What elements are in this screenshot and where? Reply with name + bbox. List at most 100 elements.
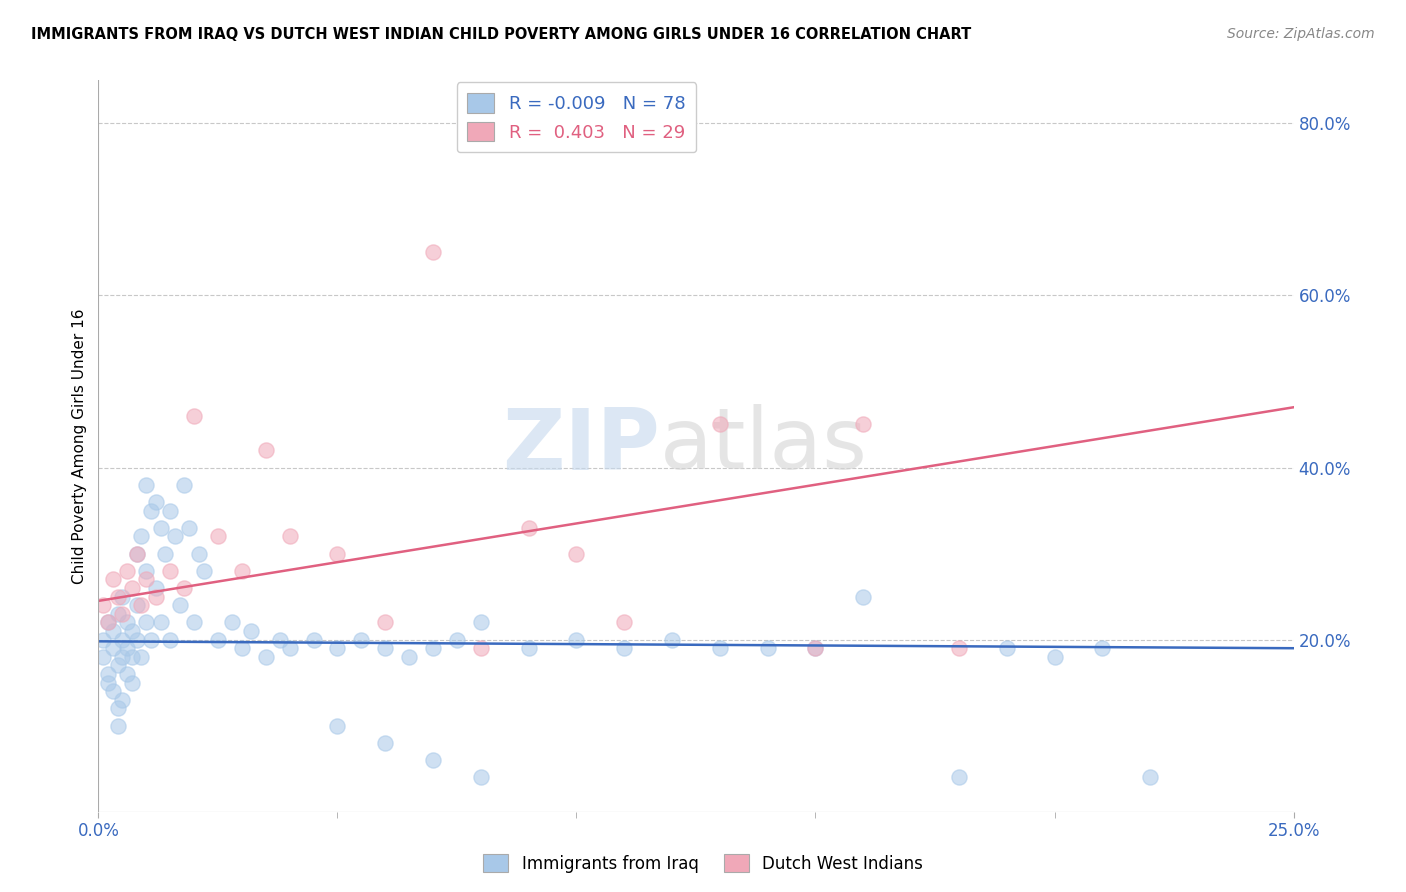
Point	[101, 641, 124, 656]
Point	[111, 649, 134, 664]
Point	[470, 615, 492, 630]
Point	[269, 632, 291, 647]
Point	[350, 632, 373, 647]
Point	[139, 632, 162, 647]
Point	[193, 564, 215, 578]
Point	[374, 615, 396, 630]
Point	[207, 529, 229, 543]
Point	[470, 770, 492, 784]
Point	[173, 477, 195, 491]
Point	[97, 675, 120, 690]
Point	[517, 641, 540, 656]
Point	[231, 641, 253, 656]
Point	[804, 641, 827, 656]
Point	[135, 564, 157, 578]
Point	[804, 641, 827, 656]
Point	[240, 624, 263, 638]
Point	[517, 521, 540, 535]
Point	[159, 564, 181, 578]
Text: atlas: atlas	[661, 404, 868, 488]
Point	[135, 477, 157, 491]
Point	[661, 632, 683, 647]
Point	[326, 719, 349, 733]
Point	[948, 770, 970, 784]
Point	[107, 658, 129, 673]
Point	[326, 547, 349, 561]
Point	[145, 581, 167, 595]
Point	[149, 615, 172, 630]
Point	[278, 641, 301, 656]
Point	[145, 495, 167, 509]
Point	[131, 649, 153, 664]
Point	[470, 641, 492, 656]
Point	[948, 641, 970, 656]
Point	[159, 503, 181, 517]
Point	[422, 753, 444, 767]
Point	[326, 641, 349, 656]
Point	[565, 632, 588, 647]
Point	[149, 521, 172, 535]
Point	[135, 573, 157, 587]
Point	[101, 684, 124, 698]
Point	[613, 641, 636, 656]
Point	[111, 607, 134, 621]
Point	[183, 409, 205, 423]
Text: IMMIGRANTS FROM IRAQ VS DUTCH WEST INDIAN CHILD POVERTY AMONG GIRLS UNDER 16 COR: IMMIGRANTS FROM IRAQ VS DUTCH WEST INDIA…	[31, 27, 972, 42]
Point	[709, 417, 731, 432]
Point	[446, 632, 468, 647]
Point	[207, 632, 229, 647]
Point	[91, 632, 114, 647]
Point	[852, 417, 875, 432]
Text: Source: ZipAtlas.com: Source: ZipAtlas.com	[1227, 27, 1375, 41]
Point	[565, 547, 588, 561]
Point	[97, 667, 120, 681]
Point	[91, 649, 114, 664]
Point	[254, 649, 277, 664]
Point	[121, 624, 143, 638]
Point	[111, 693, 134, 707]
Point	[1091, 641, 1114, 656]
Point	[107, 719, 129, 733]
Text: ZIP: ZIP	[502, 404, 661, 488]
Point	[101, 624, 124, 638]
Point	[231, 564, 253, 578]
Point	[111, 632, 134, 647]
Point	[374, 736, 396, 750]
Point	[613, 615, 636, 630]
Point	[101, 573, 124, 587]
Point	[278, 529, 301, 543]
Point	[125, 598, 148, 612]
Point	[159, 632, 181, 647]
Point	[107, 607, 129, 621]
Point	[374, 641, 396, 656]
Point	[709, 641, 731, 656]
Point	[155, 547, 177, 561]
Point	[115, 615, 138, 630]
Point	[179, 521, 201, 535]
Point	[97, 615, 120, 630]
Point	[131, 598, 153, 612]
Point	[422, 641, 444, 656]
Point	[1043, 649, 1066, 664]
Point	[91, 598, 114, 612]
Point	[254, 443, 277, 458]
Point	[97, 615, 120, 630]
Point	[107, 701, 129, 715]
Point	[995, 641, 1018, 656]
Point	[139, 503, 162, 517]
Point	[756, 641, 779, 656]
Point	[398, 649, 420, 664]
Point	[145, 590, 167, 604]
Point	[187, 547, 209, 561]
Point	[852, 590, 875, 604]
Point	[169, 598, 191, 612]
Legend: R = -0.009   N = 78, R =  0.403   N = 29: R = -0.009 N = 78, R = 0.403 N = 29	[457, 82, 696, 153]
Point	[183, 615, 205, 630]
Point	[1139, 770, 1161, 784]
Point	[163, 529, 186, 543]
Point	[115, 641, 138, 656]
Point	[221, 615, 243, 630]
Point	[131, 529, 153, 543]
Point	[115, 667, 138, 681]
Point	[107, 590, 129, 604]
